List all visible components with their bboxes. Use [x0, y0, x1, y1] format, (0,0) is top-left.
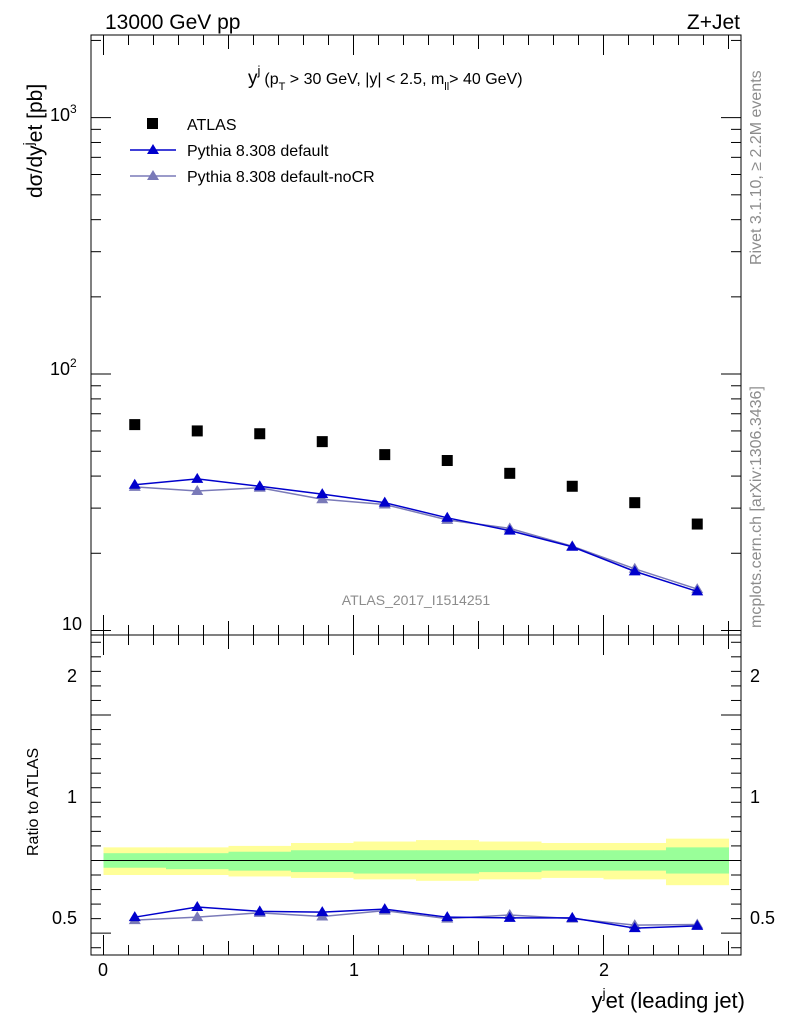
legend-atlas-label: ATLAS: [187, 117, 237, 134]
atlas-point-5: [441, 455, 453, 467]
upper-default-point-6: [503, 524, 516, 535]
upper-ylabel: dσ/dyjet [pb]: [20, 84, 47, 198]
ratio-default-point-5: [441, 911, 454, 922]
atlas-point-7: [566, 480, 578, 492]
ytick-label-10: 10: [62, 614, 82, 634]
upper-nocr-line: [134, 486, 698, 590]
lower-ylabel: Ratio to ATLAS: [25, 748, 42, 856]
legend: ATLAS Pythia 8.308 default Pythia 8.308 …: [130, 117, 375, 186]
atlas-point-0: [129, 419, 141, 431]
lower-ytick-right-0.5: 0.5: [750, 908, 775, 928]
ratio-nocr-line: [134, 909, 698, 926]
legend-atlas-marker: [147, 118, 158, 129]
header-right: Z+Jet: [687, 11, 740, 34]
xlabel: yjet (leading jet): [591, 985, 745, 1013]
atlas-point-2: [254, 428, 266, 440]
ratio-nocr-point-1: [191, 911, 204, 922]
band-inner-5: [416, 850, 479, 874]
ratio-default-point-1: [191, 901, 204, 911]
mcplots-label: mcplots.cern.ch [arXiv:1306.3436]: [748, 386, 765, 628]
band-inner-2: [228, 851, 292, 871]
xtick-label-2: 2: [599, 960, 609, 980]
atlas-point-8: [629, 497, 641, 509]
ratio-default-point-9: [691, 919, 704, 930]
upper-default-point-9: [691, 585, 704, 596]
lower-frame: [90, 634, 742, 956]
atlas-point-1: [191, 425, 203, 437]
rivet-label: Rivet 3.1.10, ≥ 2.2M events: [748, 70, 765, 265]
xtick-label-1: 1: [349, 960, 359, 980]
legend-default-label: Pythia 8.308 default: [187, 143, 329, 160]
band-inner-1: [166, 853, 229, 870]
ratio-default-line: [134, 906, 698, 929]
uncertainty-bands: [91, 838, 741, 886]
band-inner-4: [353, 850, 417, 874]
ratio-default-point-3: [316, 906, 329, 917]
band-inner-3: [291, 850, 354, 873]
legend-nocr-marker: [147, 170, 159, 180]
legend-default-marker: [147, 144, 159, 154]
lower-ytick-right-1: 1: [750, 787, 760, 807]
band-inner-6: [478, 850, 542, 873]
atlas-point-6: [504, 467, 516, 479]
ytick-label-100: 102: [50, 356, 77, 379]
data-marks: [128, 419, 704, 933]
ratio-default-point-2: [253, 905, 266, 916]
ytick-label-1000: 103: [50, 102, 77, 125]
upper-default-point-5: [441, 511, 454, 522]
upper-nocr-point-3: [316, 493, 329, 504]
lower-ytick-left-2: 2: [67, 666, 77, 686]
plot-title: yj(pT > 30 GeV, |y| < 2.5, mll> 40 GeV): [248, 63, 523, 93]
upper-default-point-3: [316, 488, 329, 499]
xtick-label-0: 0: [98, 960, 108, 980]
header-left: 13000 GeV pp: [105, 11, 240, 34]
upper-default-point-1: [191, 472, 204, 483]
lower-ytick-left-0.5: 0.5: [52, 908, 77, 928]
upper-default-point-4: [378, 496, 391, 507]
ratio-default-point-7: [566, 911, 579, 922]
legend-nocr-label: Pythia 8.308 default-noCR: [187, 169, 375, 186]
upper-default-point-0: [128, 478, 141, 489]
upper-default-point-2: [253, 480, 266, 491]
ratio-default-point-0: [128, 911, 141, 922]
lower-ytick-right-2: 2: [750, 666, 760, 686]
upper-default-point-8: [628, 565, 641, 576]
ratio-default-point-8: [628, 922, 641, 933]
axes: [90, 34, 742, 956]
ratio-default-point-6: [503, 911, 516, 922]
lower-ytick-left-1: 1: [67, 787, 77, 807]
ratio-default-point-4: [378, 903, 391, 914]
upper-default-line: [134, 478, 698, 593]
upper-nocr-point-1: [191, 484, 204, 495]
upper-default-point-7: [566, 540, 579, 551]
analysis-id: ATLAS_2017_I1514251: [342, 592, 491, 608]
atlas-point-9: [691, 518, 703, 530]
atlas-point-4: [379, 449, 391, 461]
atlas-point-3: [316, 436, 328, 448]
